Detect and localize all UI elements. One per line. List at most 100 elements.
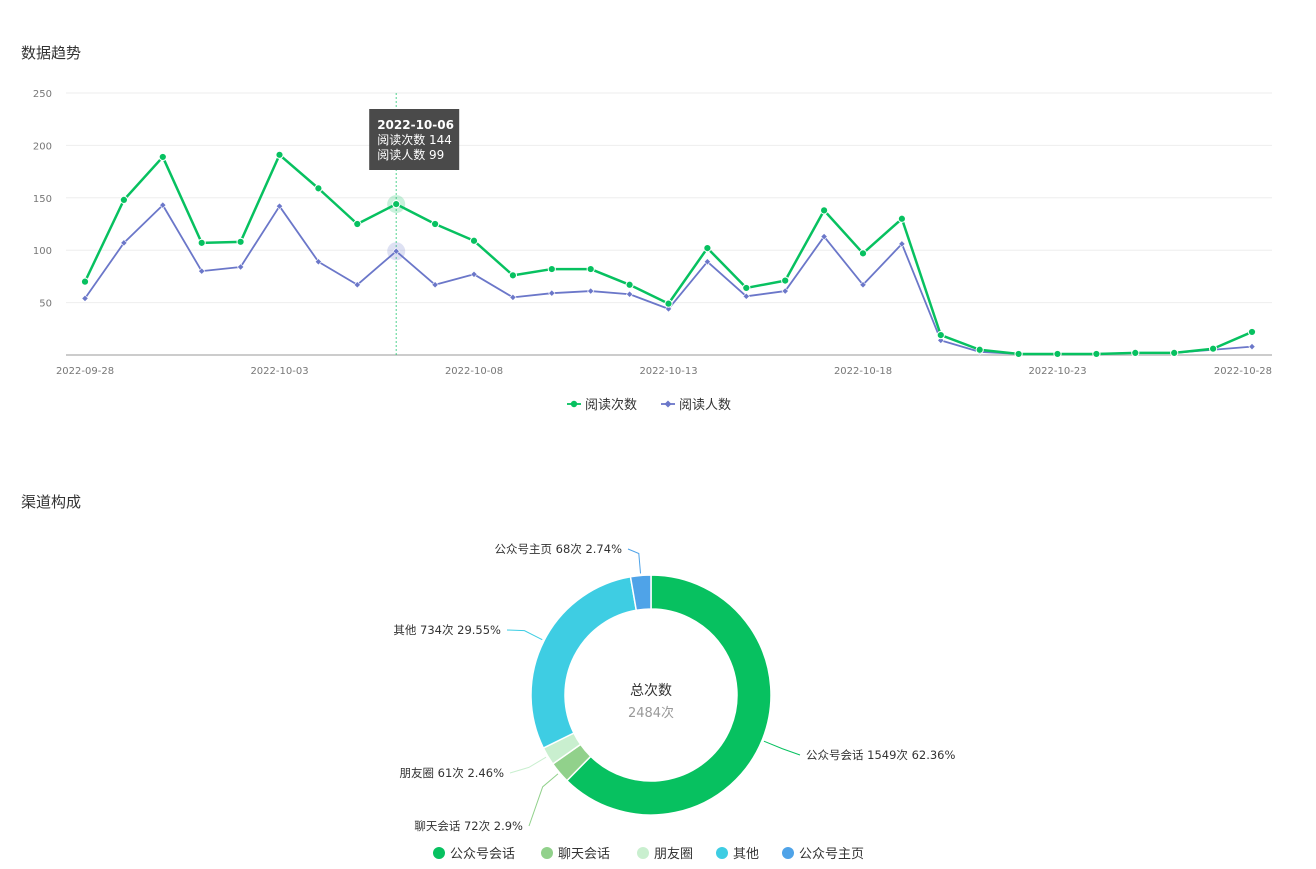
legend-item-reads[interactable]: 阅读次数 (567, 397, 637, 413)
legend-label: 朋友圈 (654, 846, 693, 862)
data-point-readers[interactable] (509, 293, 517, 301)
data-point-reads[interactable] (431, 219, 440, 229)
data-point-readers[interactable] (159, 201, 167, 209)
data-point-reads[interactable] (158, 152, 167, 162)
channel-section-title: 渠道构成 (21, 493, 82, 511)
legend-label: 聊天会话 (558, 847, 610, 862)
data-point-readers[interactable] (781, 287, 789, 295)
data-point-readers[interactable] (275, 202, 284, 210)
series-line-readers (84, 204, 1253, 355)
data-point-readers[interactable] (937, 336, 945, 344)
data-point-readers[interactable] (898, 240, 906, 248)
data-point-reads[interactable] (1170, 348, 1179, 358)
data-point-reads[interactable] (392, 199, 401, 209)
data-point-readers[interactable] (470, 270, 478, 278)
data-point-reads[interactable] (314, 184, 323, 193)
data-point-reads[interactable] (781, 276, 790, 285)
data-point-readers[interactable] (742, 292, 750, 300)
x-tick-label: 2022-09-28 (56, 366, 114, 377)
legend-item-readers[interactable]: 阅读人数 (661, 398, 731, 413)
x-tick-label: 2022-10-03 (250, 366, 308, 377)
legend-marker (570, 400, 578, 408)
legend-label: 公众号主页 (799, 847, 864, 862)
data-point-readers[interactable] (1248, 342, 1256, 351)
legend-label: 公众号会话 (450, 847, 515, 862)
trend-line-chart[interactable]: 50 100 150 200 250 2022-09-28 2022-10-03 2022-1… (0, 0, 1316, 430)
data-point-reads[interactable] (820, 206, 829, 215)
donut-center-title: 总次数 (630, 683, 672, 699)
y-tick-label: 200 (33, 141, 52, 152)
data-point-reads[interactable] (1247, 327, 1257, 337)
data-point-reads[interactable] (197, 238, 206, 247)
data-point-reads[interactable] (1209, 344, 1218, 353)
data-point-reads[interactable] (547, 264, 556, 274)
leader-line (528, 773, 559, 827)
data-point-reads[interactable] (625, 280, 634, 289)
x-tick-label: 2022-10-28 (1214, 366, 1272, 377)
data-point-reads[interactable] (586, 264, 595, 274)
data-point-reads[interactable] (742, 283, 751, 293)
data-point-readers[interactable] (625, 290, 634, 298)
data-point-reads[interactable] (897, 214, 907, 223)
data-point-readers[interactable] (236, 263, 245, 271)
data-point-reads[interactable] (1092, 349, 1101, 359)
data-point-reads[interactable] (858, 249, 868, 258)
legend-dot (541, 847, 553, 859)
x-tick-label: 2022-10-23 (1028, 366, 1086, 377)
data-point-readers[interactable] (353, 281, 361, 289)
data-point-reads[interactable] (1053, 349, 1062, 359)
slice-label: 其他 734次 29.55% (393, 623, 501, 637)
data-point-readers[interactable] (859, 281, 867, 289)
x-tick-label: 2022-10-13 (639, 366, 697, 377)
data-point-reads[interactable] (936, 330, 945, 340)
data-point-reads[interactable] (119, 195, 129, 204)
y-tick-label: 150 (33, 194, 52, 205)
slice-label: 朋友圈 61次 2.46% (400, 766, 505, 780)
data-point-reads[interactable] (80, 277, 90, 286)
data-point-readers[interactable] (198, 267, 206, 275)
data-point-reads[interactable] (353, 219, 362, 229)
donut-slice[interactable] (530, 575, 638, 750)
tooltip-date: 2022-10-06 (377, 118, 454, 132)
legend-dot (716, 847, 728, 859)
data-point-readers[interactable] (392, 247, 400, 255)
legend-label: 阅读人数 (679, 398, 731, 413)
pie-legend-item[interactable]: 公众号会话 (433, 847, 515, 862)
data-point-reads[interactable] (469, 236, 479, 245)
legend-dot (637, 847, 649, 859)
pie-legend-item[interactable]: 公众号主页 (782, 847, 864, 862)
data-point-readers[interactable] (120, 239, 128, 247)
legend-marker (664, 400, 672, 408)
y-tick-label: 250 (33, 89, 52, 100)
donut-slice[interactable] (629, 574, 652, 612)
data-point-reads[interactable] (975, 345, 984, 354)
data-point-reads[interactable] (1131, 348, 1140, 358)
slice-label: 聊天会话 72次 2.9% (414, 819, 523, 833)
data-point-readers[interactable] (314, 258, 323, 266)
data-point-readers[interactable] (548, 289, 556, 297)
series-line-reads (83, 153, 1253, 356)
x-tick-label: 2022-10-18 (834, 366, 892, 377)
data-point-reads[interactable] (236, 237, 245, 246)
legend-dot (433, 847, 445, 859)
data-point-readers[interactable] (587, 287, 595, 295)
data-point-readers[interactable] (431, 281, 439, 289)
donut-slice[interactable] (565, 574, 772, 816)
leader-line (763, 740, 801, 756)
data-point-reads[interactable] (275, 150, 284, 159)
data-point-readers[interactable] (820, 232, 828, 241)
data-point-readers[interactable] (81, 294, 89, 303)
leader-line (509, 756, 547, 774)
data-point-reads[interactable] (703, 244, 712, 253)
slice-label: 公众号主页 68次 2.74% (495, 542, 623, 556)
pie-legend-item[interactable]: 朋友圈 (637, 846, 693, 862)
x-tick-label: 2022-10-08 (445, 366, 503, 377)
leader-line (627, 548, 642, 574)
data-point-readers[interactable] (703, 258, 712, 266)
data-point-reads[interactable] (664, 299, 673, 308)
pie-legend-item[interactable]: 其他 (716, 847, 759, 862)
legend-label: 阅读次数 (585, 397, 637, 413)
data-point-reads[interactable] (1014, 349, 1023, 359)
pie-legend-item[interactable]: 聊天会话 (541, 847, 610, 862)
data-point-reads[interactable] (508, 271, 518, 280)
